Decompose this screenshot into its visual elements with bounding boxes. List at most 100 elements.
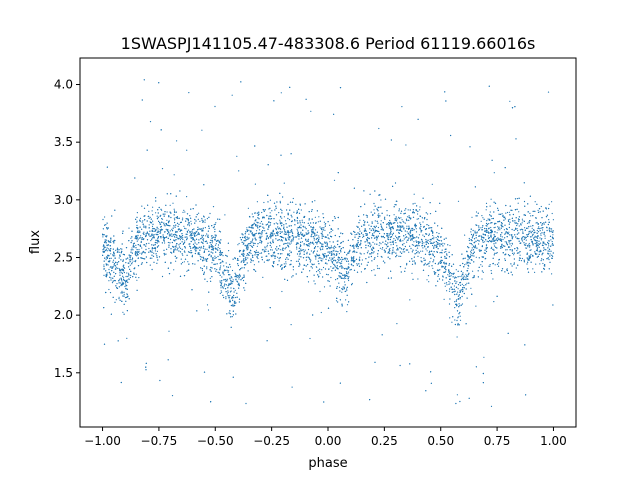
data-point [374, 190, 376, 192]
data-point [326, 242, 328, 244]
data-point [356, 243, 359, 245]
data-point [373, 269, 375, 271]
data-point [367, 261, 369, 263]
data-point [443, 298, 445, 300]
data-point [257, 254, 259, 256]
data-point [425, 228, 427, 230]
data-point [194, 242, 196, 244]
data-point [443, 251, 446, 253]
data-point [386, 210, 388, 212]
data-point [480, 227, 482, 229]
data-point [150, 240, 152, 242]
data-point [419, 241, 421, 243]
data-point [339, 299, 341, 301]
data-point [521, 218, 524, 220]
data-point [373, 228, 375, 230]
data-point [549, 235, 552, 237]
data-point [182, 217, 184, 219]
data-point [294, 219, 296, 221]
data-point [396, 245, 398, 247]
data-point [115, 273, 117, 275]
data-point [445, 282, 448, 284]
data-point [378, 127, 380, 130]
data-point [116, 263, 118, 266]
data-point [437, 243, 439, 245]
data-point [332, 220, 334, 222]
data-point [426, 224, 428, 226]
data-point [444, 243, 446, 245]
data-point [420, 257, 422, 259]
data-point [527, 246, 529, 248]
data-point [397, 237, 399, 240]
data-point [474, 230, 476, 232]
data-point [141, 205, 143, 207]
data-point [181, 233, 183, 235]
data-point [275, 229, 277, 231]
data-point [329, 252, 331, 254]
data-point [132, 257, 134, 260]
data-point [299, 252, 301, 254]
chart-title: 1SWASPJ141105.47-483308.6 Period 61119.6… [121, 34, 536, 53]
data-point [288, 242, 290, 244]
data-point [225, 254, 227, 256]
data-point [511, 243, 514, 245]
data-point [444, 271, 446, 273]
data-point [527, 259, 529, 261]
data-point [138, 277, 140, 279]
data-point [155, 212, 157, 214]
data-point [230, 290, 232, 292]
data-point [312, 226, 315, 228]
data-point [151, 257, 153, 259]
data-point [404, 237, 406, 239]
data-point [472, 270, 474, 272]
data-point [345, 277, 347, 279]
data-point [343, 288, 345, 290]
data-point [156, 246, 159, 248]
data-point [445, 251, 447, 253]
data-point [244, 235, 246, 237]
data-point [364, 203, 366, 205]
data-point [432, 254, 434, 256]
data-point [490, 222, 492, 224]
data-point [123, 291, 125, 293]
data-point [143, 226, 145, 228]
data-point [194, 232, 196, 235]
data-point [399, 221, 401, 223]
data-point [548, 229, 551, 232]
data-point [139, 217, 142, 219]
data-point [511, 252, 514, 254]
data-point [351, 284, 353, 286]
data-point [449, 272, 452, 274]
data-point [223, 265, 225, 267]
data-point [207, 309, 210, 311]
data-point [516, 228, 518, 230]
data-point [328, 259, 330, 261]
data-point [354, 234, 356, 236]
data-point [312, 236, 314, 238]
data-point [457, 288, 459, 290]
data-point [552, 234, 554, 236]
data-point [333, 246, 335, 248]
data-point [467, 267, 469, 269]
data-point [116, 283, 118, 285]
data-point [330, 254, 332, 256]
data-point [377, 267, 379, 269]
data-point [261, 231, 263, 233]
data-point [203, 265, 205, 267]
data-point [420, 225, 422, 228]
data-point [151, 230, 153, 232]
data-point [345, 290, 347, 292]
data-point [311, 210, 313, 212]
data-point [485, 244, 488, 246]
data-point [476, 215, 478, 217]
data-point [373, 232, 375, 234]
data-point [136, 227, 138, 229]
data-point [281, 240, 284, 242]
data-point [269, 212, 271, 214]
data-point [231, 283, 233, 285]
data-point [403, 242, 405, 245]
data-point [237, 275, 239, 277]
data-point [430, 382, 432, 384]
data-point [403, 227, 405, 229]
data-point [109, 241, 111, 243]
